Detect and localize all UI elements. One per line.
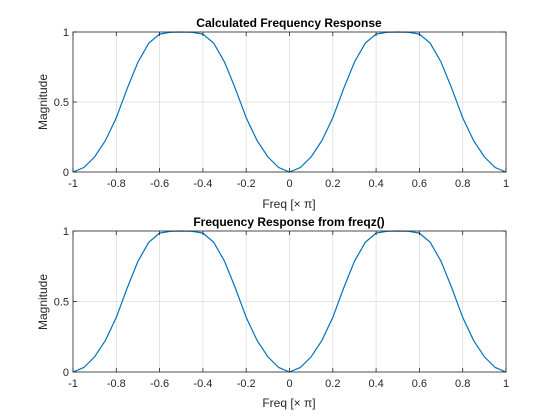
subplot-2-xtick-label-4: -0.2: [237, 378, 256, 390]
subplot-1-xtick-label-7: 0.4: [368, 178, 383, 190]
subplot-2-xtick-label-10: 1: [503, 378, 509, 390]
subplot-2-title: Frequency Response from freqz(): [193, 215, 384, 229]
subplot-1-title: Calculated Frequency Response: [196, 16, 382, 30]
subplot-1-xtick-label-6: 0.2: [325, 178, 340, 190]
subplot-1-xtick-label-1: -0.8: [107, 178, 126, 190]
subplot-1-xtick-label-10: 1: [503, 178, 509, 190]
subplot-1-xtick-label-0: -1: [68, 178, 78, 190]
subplot-1-xtick-label-5: 0: [286, 178, 292, 190]
subplot-2-xtick-label-2: -0.6: [150, 378, 169, 390]
subplot-2-plot-area: -1 -0.8 -0.6 -0.4 -0.2 0 0.2 0.4 0.6 0.8 1 0 0.5 1: [54, 226, 509, 390]
subplot-1-xtick-label-8: 0.6: [412, 178, 427, 190]
subplot-1-xtick-label-4: -0.2: [237, 178, 256, 190]
subplot-1-ytick-label-0: 0: [63, 167, 69, 179]
subplot-1-ylabel: Magnitude: [36, 74, 50, 130]
subplot-2-xtick-label-3: -0.4: [193, 378, 212, 390]
subplot-2-ytick-label-2: 1: [63, 226, 69, 238]
subplot-2-xlabel: Freq [× π]: [262, 396, 315, 410]
subplot-1-ytick-label-2: 1: [63, 27, 69, 39]
subplot-2-ylabel: Magnitude: [36, 274, 50, 330]
subplot-2-xtick-label-6: 0.2: [325, 378, 340, 390]
subplot-1-xtick-label-3: -0.4: [193, 178, 212, 190]
subplot-2-xtick-label-0: -1: [68, 378, 78, 390]
subplot-2-ytick-label-1: 0.5: [54, 297, 69, 309]
subplot-2: Frequency Response from freqz() Freq [× …: [36, 215, 509, 410]
subplot-2-xtick-label-8: 0.6: [412, 378, 427, 390]
subplot-2-xtick-label-1: -0.8: [107, 378, 126, 390]
subplot-1-xtick-label-9: 0.8: [455, 178, 470, 190]
subplot-2-ytick-label-0: 0: [63, 367, 69, 379]
subplot-2-xtick-label-9: 0.8: [455, 378, 470, 390]
subplot-2-xtick-label-5: 0: [286, 378, 292, 390]
subplot-1-xlabel: Freq [× π]: [262, 197, 315, 211]
subplot-1-plot-area: -1 -0.8 -0.6 -0.4 -0.2 0 0.2 0.4 0.6 0.8 1 0 0.5 1: [54, 27, 509, 190]
subplot-1: Calculated Frequency Response Freq [× π]…: [36, 16, 509, 211]
subplot-1-ytick-label-1: 0.5: [54, 97, 69, 109]
subplot-2-xtick-label-7: 0.4: [368, 378, 383, 390]
subplot-1-xtick-label-2: -0.6: [150, 178, 169, 190]
